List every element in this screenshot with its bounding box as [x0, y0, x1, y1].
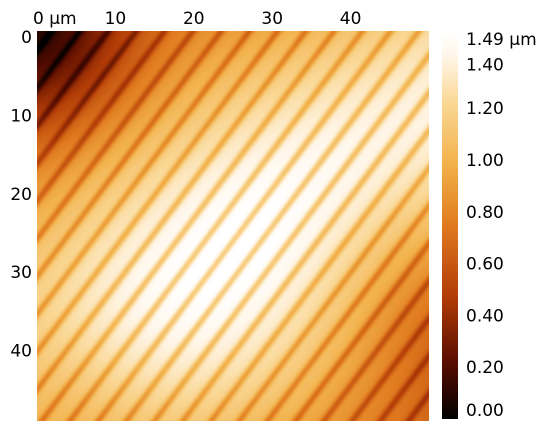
y-tick-label: 30 — [10, 263, 32, 283]
heatmap-image — [37, 31, 429, 421]
x-tick-label: 30 — [261, 9, 283, 29]
x-tick-label: 40 — [340, 9, 362, 29]
colorbar: 0.00 0.20 0.40 0.60 0.80 1.00 1.20 1.40 1.49 µm — [442, 30, 537, 421]
heatmap-plot-area — [37, 31, 429, 421]
colorbar-tick-label: 1.49 µm — [466, 30, 537, 50]
colorbar-tick-label: 0.60 — [466, 255, 504, 275]
colorbar-gradient — [442, 33, 458, 419]
colorbar-tick-label: 1.00 — [466, 151, 504, 171]
y-tick-label: 10 — [10, 106, 32, 126]
colorbar-tick-label: 1.40 — [466, 55, 504, 75]
colorbar-tick-label: 1.20 — [466, 99, 504, 119]
colorbar-tick-label: 0.80 — [466, 203, 504, 223]
colorbar-tick-label: 0.40 — [466, 306, 504, 326]
colorbar-tick-labels: 0.00 0.20 0.40 0.60 0.80 1.00 1.20 1.40 1.49 µm — [466, 30, 537, 421]
x-tick-label: 10 — [105, 9, 127, 29]
y-axis-ticks: 0 10 20 30 40 — [10, 28, 32, 362]
y-tick-label: 40 — [10, 342, 32, 362]
colorbar-tick-label: 0.00 — [466, 401, 504, 421]
x-tick-label: 0 µm — [33, 9, 77, 29]
x-tick-label: 20 — [183, 9, 205, 29]
x-axis-ticks: 0 µm 10 20 30 40 — [33, 9, 361, 29]
y-tick-label: 20 — [10, 185, 32, 205]
colorbar-tick-label: 0.20 — [466, 358, 504, 378]
y-tick-label: 0 — [21, 28, 32, 48]
